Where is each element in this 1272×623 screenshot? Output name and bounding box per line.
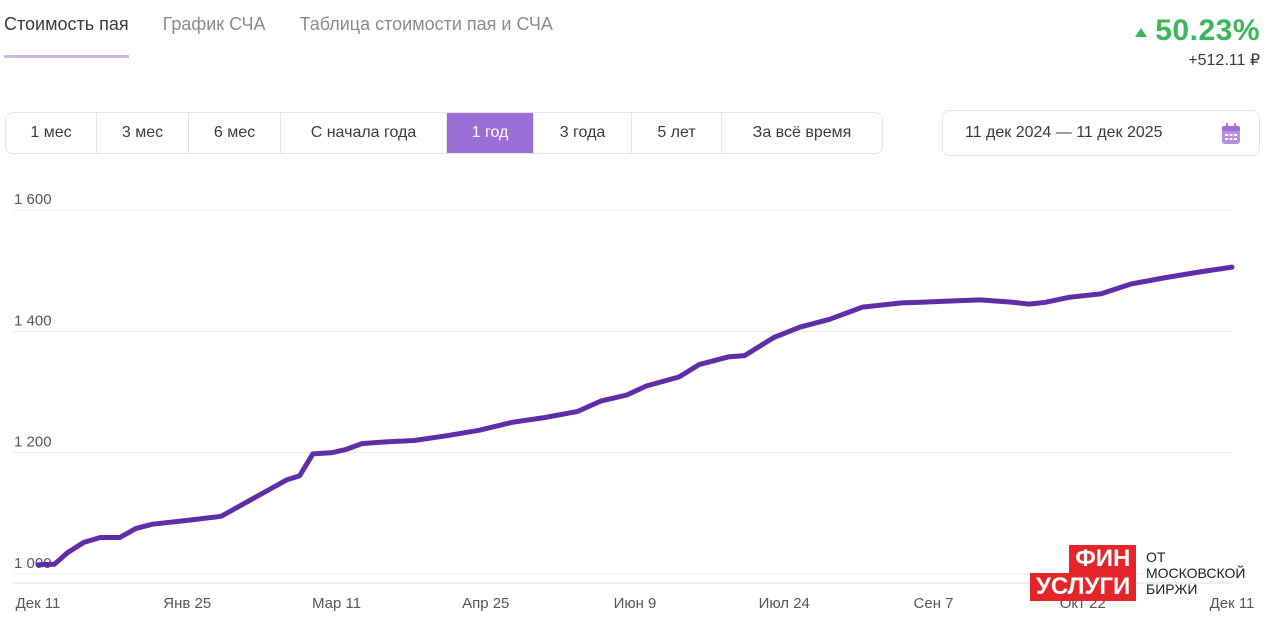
x-axis: Дек 11 Янв 25 Мар 11 Апр 25 Июн 9 Июл 24 Сен 7… (16, 595, 1255, 612)
x-tick-label: Дек 11 (16, 595, 61, 612)
tab-price-table[interactable]: Таблица стоимости пая и СЧА (299, 14, 553, 34)
unit-price-chart: 1 000 1 200 1 400 1 600 Дек 11 Янв 25 Мар 11 А… (12, 191, 1255, 612)
logo-uslugi-text: УСЛУГИ (1030, 573, 1137, 601)
tab-unit-price[interactable]: Стоимость пая (4, 0, 129, 58)
y-axis: 1 000 1 200 1 400 1 600 (14, 191, 52, 572)
x-tick-label: Июл 24 (759, 595, 810, 612)
x-tick-label: Янв 25 (163, 595, 211, 612)
period-3-months[interactable]: 3 мес (97, 113, 189, 153)
period-6-months[interactable]: 6 мес (189, 113, 281, 153)
y-tick-label: 1 600 (14, 191, 52, 208)
change-absolute: +512.11 ₽ (1188, 52, 1260, 69)
x-tick-label: Апр 25 (462, 595, 509, 612)
arrow-up-icon (1135, 27, 1148, 37)
date-range-text: 11 дек 2024 — 11 дек 2025 (965, 124, 1163, 141)
calendar-icon (1222, 123, 1240, 144)
period-5-years[interactable]: 5 лет (632, 113, 722, 153)
finuslugi-logo: ФИН УСЛУГИ ОТ МОСКОВСКОЙ БИРЖИ (1030, 545, 1260, 605)
period-1-year[interactable]: 1 год (447, 113, 534, 153)
logo-caption: ОТ МОСКОВСКОЙ БИРЖИ (1146, 549, 1246, 597)
x-tick-label: Сен 7 (914, 595, 954, 612)
tab-nav-chart[interactable]: График СЧА (162, 14, 266, 34)
x-tick-label: Дек 11 (1210, 595, 1255, 612)
tab-bar: Стоимость пая График СЧА Таблица стоимос… (4, 0, 587, 58)
y-tick-label: 1 000 (14, 555, 52, 572)
x-tick-label: Мар 11 (312, 595, 361, 612)
period-all-time[interactable]: За всё время (752, 124, 852, 141)
y-tick-label: 1 400 (14, 312, 52, 329)
date-range-picker[interactable]: 11 дек 2024 — 11 дек 2025 (942, 110, 1260, 156)
period-ytd[interactable]: С начала года (281, 113, 447, 153)
change-percent: 50.23% (1155, 14, 1260, 47)
period-selector: 1 мес 3 мес 6 мес С начала года 1 год 3 … (5, 112, 883, 154)
period-3-years[interactable]: 3 года (534, 113, 632, 153)
price-line (35, 264, 1235, 568)
y-tick-label: 1 200 (14, 434, 52, 451)
logo-fin-text: ФИН (1069, 545, 1137, 573)
period-1-month[interactable]: 1 мес (6, 113, 97, 153)
x-tick-label: Июн 9 (614, 595, 657, 612)
chart-grid (12, 209, 1232, 584)
change-summary: 50.23% +512.11 ₽ (1135, 14, 1260, 70)
